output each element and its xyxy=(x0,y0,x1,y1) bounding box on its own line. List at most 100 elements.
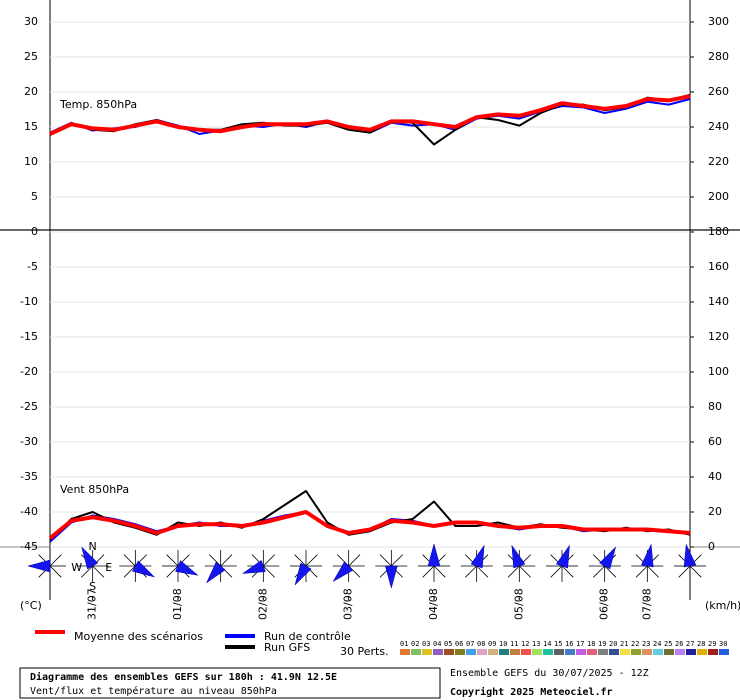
grid xyxy=(50,21,690,548)
y2-tick-label: 280 xyxy=(708,50,729,63)
y2-tick-label: 260 xyxy=(708,85,729,98)
legend-pert-label: 19 xyxy=(598,640,606,648)
compass-ray xyxy=(561,565,574,578)
legend-pert-swatch xyxy=(587,649,597,655)
legend-pert-label: 26 xyxy=(675,640,683,648)
compass-ray xyxy=(294,554,307,567)
wind-direction xyxy=(81,546,99,570)
compass-ray xyxy=(379,554,392,567)
legend-pert-label: 14 xyxy=(543,640,551,648)
legend-pert-label: 22 xyxy=(631,640,639,648)
wind-direction xyxy=(641,543,654,568)
y-tick-label: 20 xyxy=(24,85,38,98)
compass-ray xyxy=(507,565,520,578)
compass-ray xyxy=(305,554,318,567)
series-line xyxy=(49,94,691,136)
legend-pert-label: 11 xyxy=(510,640,518,648)
legend-pert-label: 16 xyxy=(565,640,573,648)
wind-label: Vent 850hPa xyxy=(60,483,129,496)
legend-pert-label: 01 xyxy=(400,640,408,648)
wind-direction xyxy=(427,543,441,567)
wind-direction xyxy=(683,543,697,568)
y-tick-label: -25 xyxy=(20,400,38,413)
legend-control: Run de contrôle xyxy=(264,630,351,643)
wind-direction xyxy=(294,562,312,586)
x-tick-label: 02/08 xyxy=(256,588,269,620)
compass-ray xyxy=(391,554,403,567)
compass-ray xyxy=(519,565,531,578)
legend-pert-swatch xyxy=(697,649,707,655)
y2-tick-label: 240 xyxy=(708,120,729,133)
legend-pert-swatch xyxy=(631,649,641,655)
compass-label: S xyxy=(89,580,96,593)
compass-label: N xyxy=(89,540,97,553)
compass-ray xyxy=(635,565,648,578)
legend-pert-label: 17 xyxy=(576,640,584,648)
y2-tick-label: 40 xyxy=(708,470,722,483)
legend-mean: Moyenne des scénarios xyxy=(74,630,203,643)
legend-pert-swatch xyxy=(708,649,718,655)
footer-subtitle: Vent/flux et température au niveau 850hP… xyxy=(30,685,277,697)
legend-pert-swatch xyxy=(510,649,520,655)
y-tick-label: -35 xyxy=(20,470,38,483)
wind-direction xyxy=(511,544,526,569)
legend-pert-swatch xyxy=(411,649,421,655)
legend-pert-swatch xyxy=(719,649,729,655)
legend-perts-title: 30 Perts. xyxy=(340,645,389,658)
x-tick-label: 01/08 xyxy=(171,588,184,620)
legend-pert-label: 02 xyxy=(411,640,419,648)
y2-tick-label: 300 xyxy=(708,15,729,28)
legend-pert-label: 03 xyxy=(422,640,430,648)
legend-pert-label: 20 xyxy=(609,640,617,648)
compass-ray xyxy=(49,565,62,578)
compass-ray xyxy=(465,565,477,578)
y-tick-label: -10 xyxy=(20,295,38,308)
legend-pert-label: 13 xyxy=(532,640,540,648)
legend-pert-label: 06 xyxy=(455,640,463,648)
footer-copyright: Copyright 2025 Meteociel.fr xyxy=(450,686,613,698)
y2-tick-label: 220 xyxy=(708,155,729,168)
plot-area xyxy=(50,0,690,600)
legend-pert-label: 21 xyxy=(620,640,628,648)
legend-pert-label: 30 xyxy=(719,640,727,648)
y2-tick-label: 160 xyxy=(708,260,729,273)
legend-pert-label: 08 xyxy=(477,640,485,648)
y-tick-label: 25 xyxy=(24,50,38,63)
x-tick-label: 03/08 xyxy=(342,588,355,620)
legend-pert-swatch xyxy=(609,649,619,655)
y2-tick-label: 80 xyxy=(708,400,722,413)
legend-pert-swatch xyxy=(488,649,498,655)
y-tick-label: -30 xyxy=(20,435,38,448)
y-tick-label: -40 xyxy=(20,505,38,518)
compass-ray xyxy=(433,565,446,578)
y2-tick-label: 0 xyxy=(708,540,715,553)
y-tick-label: 10 xyxy=(24,155,38,168)
compass-ray xyxy=(123,565,136,578)
compass-ray xyxy=(263,565,275,578)
legend-pert-label: 27 xyxy=(686,640,694,648)
legend-pert-swatch xyxy=(543,649,553,655)
legend-pert-swatch xyxy=(433,649,443,655)
wind-direction xyxy=(470,544,485,569)
legend-pert-swatch xyxy=(653,649,663,655)
wind-direction xyxy=(385,565,398,589)
legend-pert-label: 15 xyxy=(554,640,562,648)
legend-pert-swatch xyxy=(598,649,608,655)
compass-ray xyxy=(220,554,233,567)
compass-ray xyxy=(689,565,702,578)
legend-pert-label: 07 xyxy=(466,640,474,648)
compass-ray xyxy=(123,554,136,567)
wind-direction xyxy=(205,561,226,584)
legend-pert-label: 24 xyxy=(653,640,661,648)
wind-direction xyxy=(131,560,156,578)
legend-pert-swatch xyxy=(532,649,542,655)
compass-ray xyxy=(422,565,435,578)
compass-label: W xyxy=(71,561,82,574)
y-unit: (°C) xyxy=(20,599,42,612)
legend-pert-swatch xyxy=(675,649,685,655)
footer-title: Diagramme des ensembles GEFS sur 180h : … xyxy=(30,671,337,683)
legend-pert-label: 29 xyxy=(708,640,716,648)
compass-ray xyxy=(647,565,659,578)
compass-ray xyxy=(593,565,605,578)
wind-direction xyxy=(175,560,199,576)
